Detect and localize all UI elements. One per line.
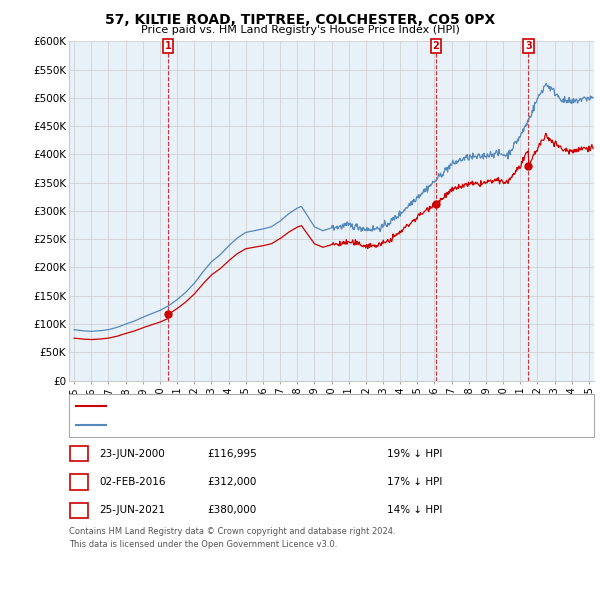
Text: £312,000: £312,000	[207, 477, 256, 487]
Text: £116,995: £116,995	[207, 449, 257, 458]
Text: 57, KILTIE ROAD, TIPTREE, COLCHESTER, CO5 0PX (detached house): 57, KILTIE ROAD, TIPTREE, COLCHESTER, CO…	[111, 401, 445, 411]
Text: 25-JUN-2021: 25-JUN-2021	[99, 506, 165, 515]
Text: Price paid vs. HM Land Registry's House Price Index (HPI): Price paid vs. HM Land Registry's House …	[140, 25, 460, 35]
Text: 1: 1	[164, 41, 172, 51]
Text: 19% ↓ HPI: 19% ↓ HPI	[387, 449, 442, 458]
Text: Contains HM Land Registry data © Crown copyright and database right 2024.: Contains HM Land Registry data © Crown c…	[69, 527, 395, 536]
Text: 23-JUN-2000: 23-JUN-2000	[99, 449, 165, 458]
Text: 2: 2	[433, 41, 439, 51]
Text: 3: 3	[525, 41, 532, 51]
Text: 02-FEB-2016: 02-FEB-2016	[99, 477, 166, 487]
Text: 2: 2	[76, 477, 83, 487]
Text: 1: 1	[76, 449, 83, 458]
Text: HPI: Average price, detached house, Colchester: HPI: Average price, detached house, Colc…	[111, 419, 344, 430]
Text: This data is licensed under the Open Government Licence v3.0.: This data is licensed under the Open Gov…	[69, 540, 337, 549]
Text: 3: 3	[76, 506, 83, 515]
Text: 57, KILTIE ROAD, TIPTREE, COLCHESTER, CO5 0PX: 57, KILTIE ROAD, TIPTREE, COLCHESTER, CO…	[105, 13, 495, 27]
Text: 14% ↓ HPI: 14% ↓ HPI	[387, 506, 442, 515]
Text: £380,000: £380,000	[207, 506, 256, 515]
Text: 17% ↓ HPI: 17% ↓ HPI	[387, 477, 442, 487]
